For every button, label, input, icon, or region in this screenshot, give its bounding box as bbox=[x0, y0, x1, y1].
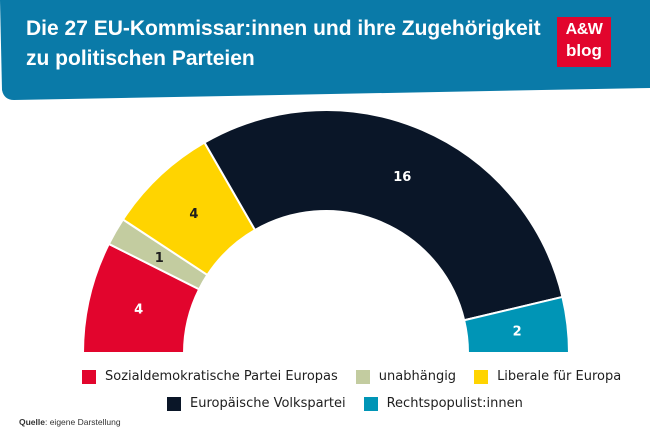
source-note: Quelle: eigene Darstellung bbox=[19, 417, 121, 427]
arc-segment-4 bbox=[203, 109, 564, 322]
legend-item-spe: Sozialdemokratische Partei Europas bbox=[82, 369, 338, 384]
data-label-2: 1 bbox=[155, 251, 164, 266]
legend-swatch bbox=[82, 369, 96, 384]
legend-swatch bbox=[474, 369, 489, 384]
legend-label: unabhängig bbox=[378, 369, 457, 384]
data-label-4: 16 bbox=[393, 170, 411, 185]
legend-swatch bbox=[167, 396, 181, 411]
legend-label: Sozialdemokratische Partei Europas bbox=[105, 369, 338, 384]
header-banner: Die 27 EU-Kommissar:innen und ihre Zugeh… bbox=[0, 0, 650, 102]
legend-label: Europäische Volkspartei bbox=[190, 396, 346, 411]
data-label-1: 4 bbox=[134, 303, 143, 318]
legend-item-liberale: Liberale für Europa bbox=[474, 369, 621, 384]
legend-swatch bbox=[363, 396, 378, 411]
legend-label: Liberale für Europa bbox=[497, 369, 622, 384]
legend-item-rechtspopulisten: Rechtspopulist:innen bbox=[363, 396, 523, 411]
aw-blog-logo[interactable]: A&W blog bbox=[557, 17, 611, 67]
logo-text-blog: blog bbox=[566, 41, 602, 60]
legend-item-evp: Europäische Volkspartei bbox=[167, 396, 346, 411]
title-line-1: Die 27 EU-Kommissar:innen und ihre Zugeh… bbox=[26, 17, 541, 40]
legend-label: Rechtspopulist:innen bbox=[386, 396, 523, 411]
arc-segment-5 bbox=[462, 295, 571, 354]
legend-row-2: Europäische Volkspartei Rechtspopulist:i… bbox=[167, 396, 541, 411]
data-label-5: 2 bbox=[513, 325, 522, 340]
source-label: Quelle bbox=[19, 417, 45, 427]
title-line-2: zu politischen Parteien bbox=[26, 47, 255, 70]
logo-text-aw: A&W bbox=[565, 21, 603, 38]
chart-title: Die 27 EU-Kommissar:innen und ihre Zugeh… bbox=[26, 14, 546, 74]
legend-swatch bbox=[355, 369, 370, 384]
half-donut-chart: 4 1 4 16 2 bbox=[81, 109, 571, 354]
legend-row-1: Sozialdemokratische Partei Europas unabh… bbox=[82, 369, 639, 384]
source-text: : eigene Darstellung bbox=[44, 417, 121, 427]
legend-item-unabhaengig: unabhängig bbox=[355, 369, 457, 384]
header-background bbox=[0, 0, 650, 100]
data-label-3: 4 bbox=[189, 207, 198, 222]
